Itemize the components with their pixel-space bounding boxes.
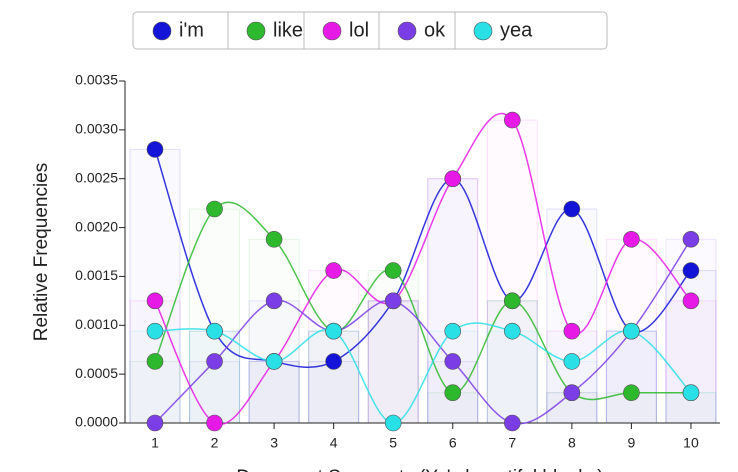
point (503, 111, 521, 129)
bar (605, 330, 657, 424)
point (444, 322, 462, 340)
point (503, 414, 521, 432)
y-tick-label: 0.0000 (75, 414, 118, 430)
legend-label[interactable]: yea (500, 19, 533, 41)
y-tick-label: 0.0025 (75, 169, 118, 185)
point (206, 414, 223, 432)
bars (129, 119, 717, 424)
bar (486, 330, 538, 424)
y-tick-label: 0.0015 (75, 267, 118, 283)
legend-box (132, 11, 608, 50)
x-tick-label: 5 (389, 435, 397, 451)
point (384, 262, 402, 279)
point (444, 170, 462, 188)
series-line (154, 238, 692, 425)
x-tick-label: 4 (330, 435, 338, 451)
x-tick-label: 2 (211, 435, 219, 451)
y-tick-label: 0.0030 (75, 121, 118, 137)
point (444, 353, 462, 370)
point (325, 262, 342, 279)
legend-marker[interactable] (246, 21, 266, 41)
point (503, 322, 521, 340)
point (265, 292, 283, 310)
legend: i'm like lol ok yea (132, 11, 608, 50)
x-tick-label: 8 (568, 435, 576, 451)
points (146, 111, 700, 432)
bar (189, 330, 241, 424)
x-axis-label: Document Segments (Yo's beautiful blanks… (236, 467, 603, 472)
point (265, 230, 283, 248)
point (682, 384, 700, 402)
series-line (154, 149, 692, 368)
point (146, 141, 164, 158)
legend-marker[interactable] (152, 21, 172, 41)
series-line (154, 112, 692, 426)
y-axis-label: Relative Frequencies (31, 163, 52, 341)
x-tick-label: 6 (449, 435, 457, 451)
legend-label[interactable]: like (273, 19, 303, 41)
y-tick-label: 0.0010 (75, 316, 118, 332)
point (206, 200, 223, 218)
x-tick-label: 1 (151, 435, 159, 451)
point (623, 384, 640, 402)
axes: 0.0000 0.0005 0.0010 0.0015 0.0020 0.0025 0.00… (75, 72, 720, 451)
bar (308, 330, 360, 424)
legend-label[interactable]: lol (349, 19, 369, 41)
point (563, 322, 581, 340)
bar (248, 360, 300, 424)
point (325, 353, 342, 370)
point (563, 200, 581, 218)
legend-marker[interactable] (397, 21, 417, 41)
legend-label[interactable]: i'm (179, 19, 204, 41)
point (384, 292, 402, 310)
x-tick-label: 7 (508, 435, 516, 451)
point (682, 292, 700, 310)
point (265, 353, 283, 370)
point (146, 292, 164, 310)
x-tick-label: 3 (270, 435, 278, 451)
point (623, 322, 640, 340)
point (146, 353, 164, 370)
point (563, 353, 581, 370)
point (563, 384, 581, 402)
point (146, 414, 164, 432)
y-tick-label: 0.0005 (75, 365, 118, 381)
y-tick-label: 0.0020 (75, 218, 118, 234)
point (206, 322, 223, 340)
legend-marker[interactable] (322, 21, 342, 41)
series-line (154, 322, 692, 424)
point (444, 384, 462, 402)
point (503, 292, 521, 310)
x-tick-label: 9 (628, 435, 636, 451)
point (682, 262, 700, 279)
point (206, 353, 223, 370)
point (384, 414, 402, 432)
legend-label[interactable]: ok (424, 19, 446, 41)
point (682, 230, 700, 248)
point (623, 230, 640, 248)
legend-marker[interactable] (473, 21, 493, 41)
point (146, 322, 164, 340)
x-tick-label: 10 (683, 435, 699, 451)
y-tick-label: 0.0035 (75, 72, 118, 88)
point (325, 322, 342, 340)
